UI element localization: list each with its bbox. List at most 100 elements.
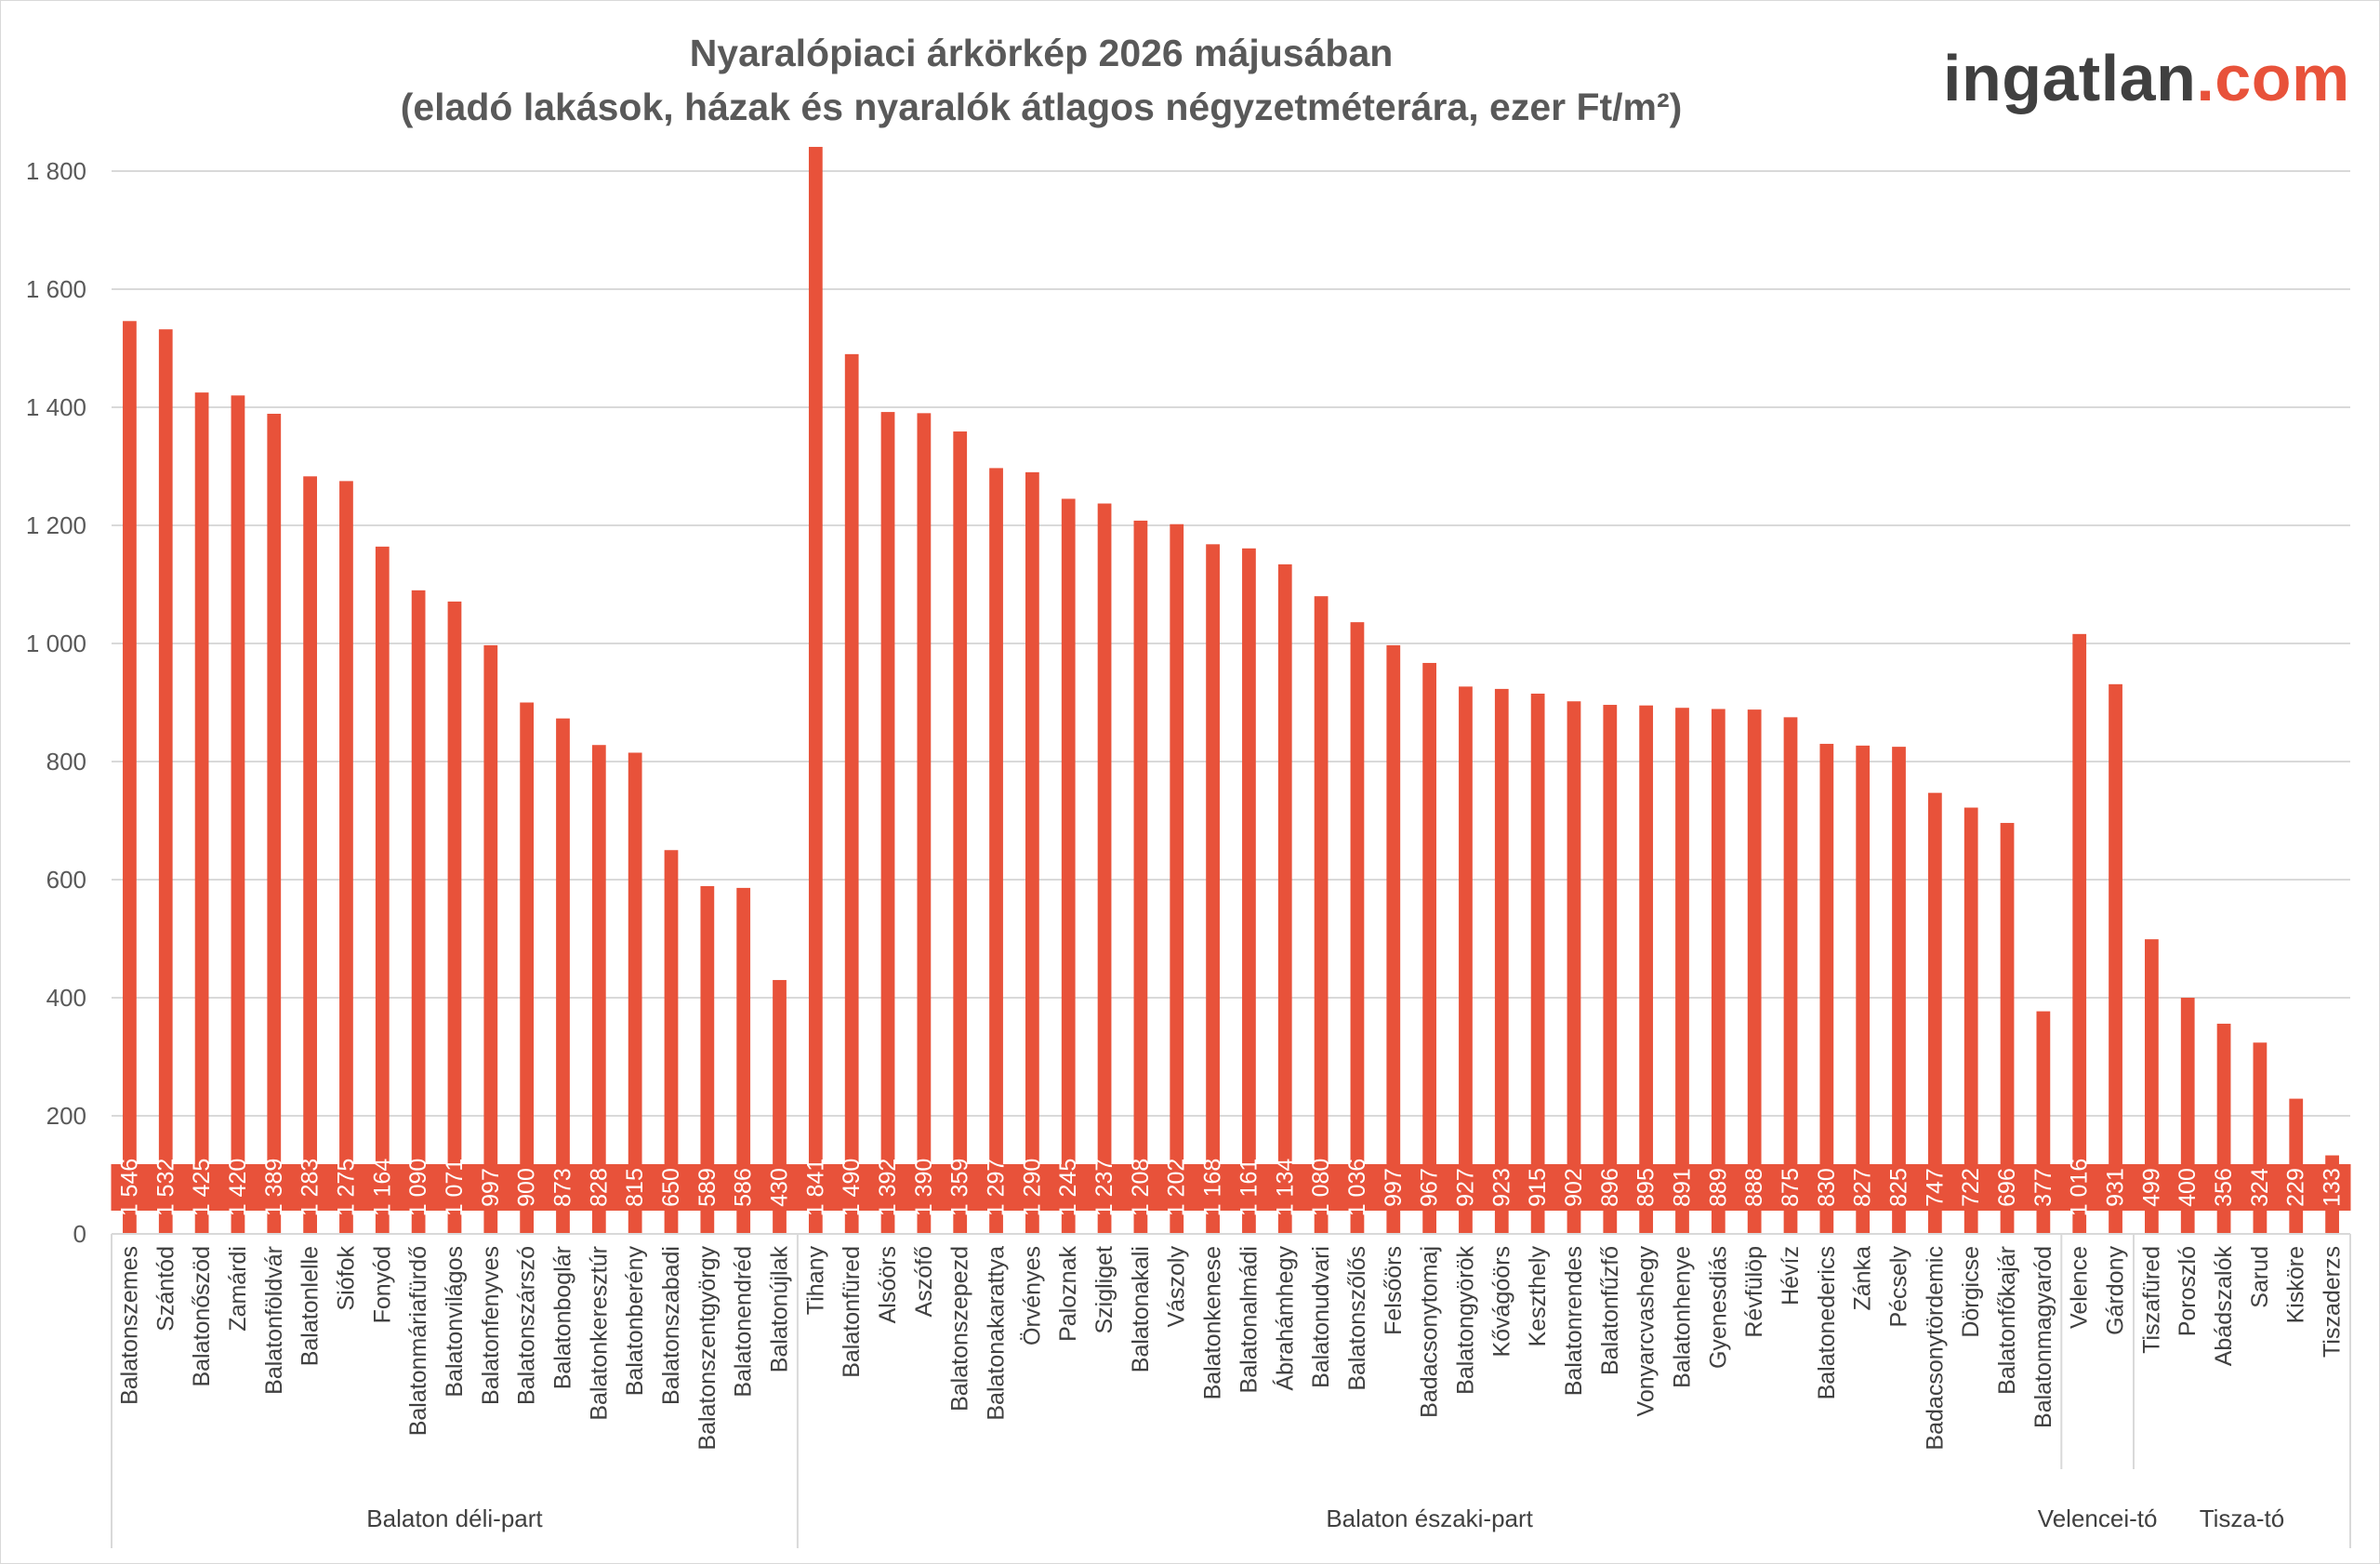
data-label-box	[1555, 1164, 1593, 1211]
data-label-box	[255, 1164, 293, 1211]
data-label-box	[2060, 1164, 2098, 1211]
data-label: 875	[1778, 1168, 1804, 1207]
category-label: Balatonboglár	[549, 1246, 575, 1389]
bar-Szigliget	[1097, 503, 1112, 1234]
category-label: Tiszaderzs	[2320, 1246, 2346, 1358]
category-label: Poroszló	[2175, 1246, 2201, 1336]
data-label: 1 546	[116, 1159, 142, 1217]
bar-Balatonederics	[1819, 743, 1834, 1234]
category-label: Hévíz	[1778, 1246, 1804, 1306]
data-label: 1 164	[369, 1159, 395, 1217]
data-label: 356	[2211, 1168, 2237, 1207]
bar-Balatonszőlős	[1350, 622, 1365, 1234]
bar-Zánka	[1856, 745, 1871, 1234]
data-label: 1 245	[1055, 1159, 1081, 1217]
bar-Gárdony	[2109, 683, 2122, 1234]
category-label: Ábrahámhegy	[1271, 1246, 1298, 1391]
data-label-box	[1410, 1164, 1448, 1211]
bar-Balatonakali	[1133, 520, 1148, 1234]
bar-Balatonfőkajár	[2000, 823, 2015, 1234]
data-label: 888	[1741, 1168, 1767, 1207]
data-label: 997	[1381, 1168, 1407, 1207]
data-label-box	[2277, 1164, 2315, 1211]
category-label: Siófok	[333, 1246, 359, 1311]
data-label-box	[869, 1164, 906, 1211]
category-label: Pécsely	[1886, 1246, 1912, 1328]
category-label: Szántód	[152, 1246, 178, 1332]
category-label: Balatonmagyaród	[2030, 1246, 2056, 1428]
data-label: 967	[1417, 1168, 1443, 1207]
bar-Balatonszepezd	[953, 431, 968, 1234]
bar-Badacsonytomaj	[1422, 662, 1436, 1234]
data-label: 896	[1597, 1168, 1623, 1207]
category-label: Balatonvilágos	[442, 1246, 468, 1398]
data-label: 586	[731, 1168, 757, 1207]
data-label: 825	[1886, 1168, 1912, 1207]
data-label: 902	[1561, 1168, 1587, 1207]
category-label: Balatonőszöd	[189, 1246, 215, 1387]
y-tick-label: 0	[73, 1220, 86, 1248]
bar-Balatonkeresztúr	[591, 745, 606, 1234]
group-label: Balaton déli-part	[366, 1504, 543, 1532]
data-label-box	[2024, 1164, 2062, 1211]
data-label-box	[1086, 1164, 1123, 1211]
bar-Balatonboglár	[556, 718, 570, 1234]
data-label-box	[1916, 1164, 1954, 1211]
data-label: 747	[1922, 1168, 1948, 1207]
data-label-box	[1844, 1164, 1882, 1211]
category-label: Badacsonytomaj	[1417, 1246, 1443, 1418]
data-label: 873	[549, 1168, 575, 1207]
category-label: Vonyarcvashegy	[1633, 1246, 1659, 1417]
data-label-box	[2169, 1164, 2207, 1211]
bar-Balatonrendes	[1567, 701, 1581, 1234]
data-label-box	[436, 1164, 473, 1211]
category-label: Balatonfőkajár	[1994, 1246, 2020, 1395]
brand-logo: ingatlan.com	[1943, 41, 2350, 115]
bar-Gyenesdiás	[1711, 709, 1726, 1234]
y-tick-label: 1 600	[26, 275, 86, 303]
data-label: 430	[767, 1168, 793, 1207]
data-label-box	[724, 1164, 762, 1211]
category-label: Balatonkenese	[1200, 1246, 1226, 1399]
data-label-box	[1339, 1164, 1376, 1211]
data-label: 1 071	[442, 1159, 468, 1217]
data-label: 815	[622, 1168, 648, 1207]
bar-Tiszafüred	[2145, 939, 2159, 1234]
category-label: Balatonederics	[1814, 1246, 1840, 1399]
data-label: 997	[478, 1168, 504, 1207]
bar-Fonyód	[375, 546, 390, 1234]
data-label: 923	[1488, 1168, 1514, 1207]
data-label-box	[1627, 1164, 1665, 1211]
bar-Balatonőszöd	[194, 392, 209, 1234]
data-label: 1 390	[911, 1159, 937, 1217]
data-label: 891	[1669, 1168, 1695, 1207]
category-label: Balatonszabadi	[658, 1246, 684, 1405]
group-label: Velencei-tó	[2038, 1504, 2158, 1532]
bar-Örvényes	[1025, 471, 1039, 1235]
bar-Balatonakarattya	[989, 468, 1003, 1234]
category-label: Badacsonytördemic	[1922, 1246, 1948, 1451]
bar-Balatonlelle	[303, 476, 317, 1234]
category-label: Balatonszárszó	[514, 1246, 540, 1405]
bar-Balatonszárszó	[520, 702, 535, 1234]
bar-Balatonszabadi	[664, 850, 679, 1234]
chart-title-line2: (eladó lakások, házak és nyaralók átlago…	[400, 86, 1683, 128]
y-tick-label: 1 800	[26, 157, 86, 185]
category-label: Balatonakarattya	[984, 1246, 1010, 1421]
data-label: 889	[1705, 1168, 1731, 1207]
data-label-box	[1772, 1164, 1809, 1211]
category-label: Aszófő	[911, 1246, 937, 1317]
data-label: 1 389	[261, 1159, 287, 1217]
bar-Balatongyörök	[1459, 686, 1473, 1234]
category-label: Zánka	[1850, 1246, 1876, 1311]
category-label: Balatonfűzfő	[1597, 1246, 1623, 1375]
category-label: Balatonújlak	[767, 1246, 793, 1373]
brand-logo-domain: .com	[2196, 42, 2350, 114]
category-label: Balatonszentgyörgy	[694, 1246, 721, 1451]
category-label: Balatonakali	[1128, 1246, 1154, 1372]
bar-Balatonfenyves	[483, 644, 498, 1234]
category-label: Révfülöp	[1741, 1246, 1767, 1338]
data-label: 133	[2320, 1168, 2346, 1207]
category-label: Szigliget	[1091, 1246, 1117, 1334]
